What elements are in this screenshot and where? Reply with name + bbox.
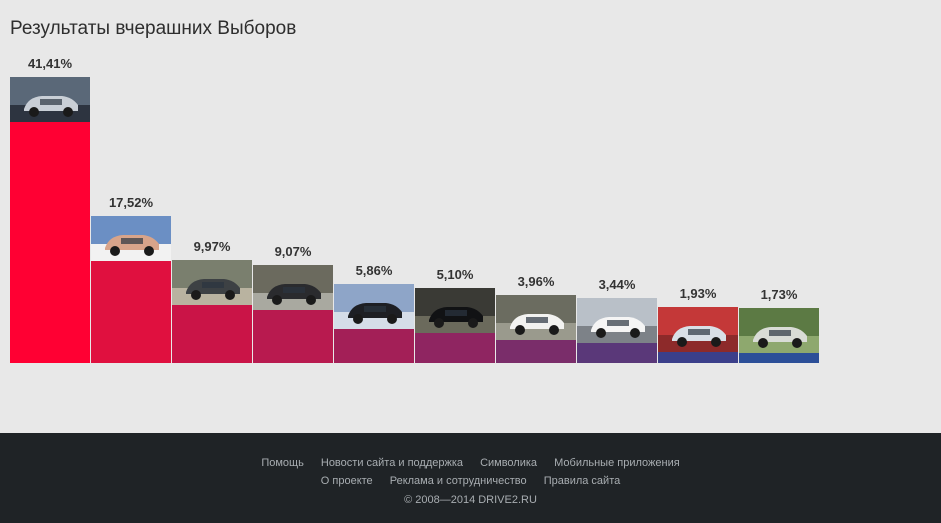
chart-bar: [577, 343, 657, 363]
bar-value-label: 1,93%: [679, 286, 717, 301]
bar-value-label: 5,10%: [436, 267, 474, 282]
chart-bar: [496, 340, 576, 363]
chart-bar: [658, 352, 738, 363]
footer-link-news-support[interactable]: Новости сайта и поддержка: [320, 457, 463, 469]
footer-link-rules[interactable]: Правила сайта: [543, 475, 621, 487]
black-hatchback-icon[interactable]: [334, 284, 414, 329]
chart-bar: [739, 353, 819, 363]
footer-link-advertising[interactable]: Реклама и сотрудничество: [389, 475, 527, 487]
bar-value-label: 3,44%: [598, 277, 636, 292]
chart-bar: [91, 261, 171, 363]
dark-van-icon[interactable]: [172, 260, 252, 305]
chart-bar: [10, 122, 90, 363]
chart-title: Результаты вчерашних Выборов: [10, 18, 297, 39]
black-car-girl-icon[interactable]: [253, 265, 333, 310]
chart-bar: [172, 305, 252, 363]
bar-value-label: 17,52%: [108, 195, 154, 210]
bar-value-label: 1,73%: [760, 287, 798, 302]
site-footer: Помощь Новости сайта и поддержка Символи…: [0, 433, 941, 523]
bar-value-label: 9,97%: [193, 239, 231, 254]
bar-value-label: 9,07%: [274, 244, 312, 259]
drift-car-smoke-icon[interactable]: [10, 77, 90, 122]
footer-link-symbols[interactable]: Символика: [480, 457, 538, 469]
silver-car-park-icon[interactable]: [739, 308, 819, 353]
footer-copyright: © 2008—2014 DRIVE2.RU: [404, 494, 537, 506]
chart-bar: [253, 310, 333, 363]
bar-value-label: 5,86%: [355, 263, 393, 278]
black-sedan-icon[interactable]: [415, 288, 495, 333]
bar-value-label: 41,41%: [27, 56, 73, 71]
bar-value-label: 3,96%: [517, 274, 555, 289]
white-peugeot-icon[interactable]: [496, 295, 576, 340]
footer-links-row-1: Помощь Новости сайта и поддержка Символи…: [0, 457, 941, 469]
bar-chart: 41,41% 17,52% 9,97% 9,07% 5,86% 5,10% 3,96% 3,4…: [10, 56, 819, 363]
footer-link-help[interactable]: Помощь: [261, 457, 304, 469]
footer-link-mobile-apps[interactable]: Мобильные приложения: [554, 457, 680, 469]
chart-bar: [334, 329, 414, 363]
chart-bar: [415, 333, 495, 363]
footer-links-row-2: О проекте Реклама и сотрудничество Прави…: [0, 475, 941, 487]
white-car-theater-icon[interactable]: [91, 216, 171, 261]
footer-link-about[interactable]: О проекте: [320, 475, 373, 487]
red-hatchback-icon[interactable]: [658, 307, 738, 352]
white-sedan-icon[interactable]: [577, 298, 657, 343]
